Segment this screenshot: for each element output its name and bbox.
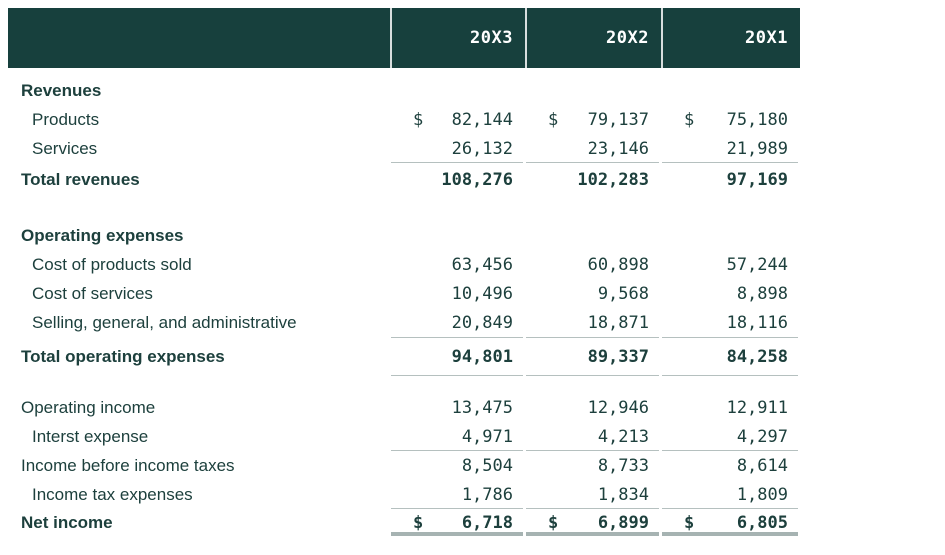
row-label: Operating income — [21, 397, 156, 417]
cell-20x2: 1,834 — [525, 480, 661, 509]
cell-20x1: 21,989 — [661, 134, 800, 163]
cell-20x2: 12,946 — [587, 397, 649, 418]
cell-20x3: 108,276 — [441, 170, 513, 190]
row-label: Operating expenses — [21, 225, 184, 245]
cell-20x1: 97,169 — [726, 170, 788, 190]
cell-20x2: $ 6,899 — [525, 509, 661, 536]
row-label: Net income — [21, 512, 113, 532]
table-row-cost-of-services: Cost of services 10,496 9,568 8,898 — [8, 279, 800, 308]
cell-20x3: 94,801 — [390, 338, 525, 376]
table-row-income-tax-expenses: Income tax expenses 1,786 1,834 1,809 — [8, 480, 800, 509]
cell-20x3: 26,132 — [390, 134, 525, 163]
column-header-20x2: 20X2 — [525, 8, 661, 68]
row-label: Selling, general, and administrative — [32, 313, 297, 332]
cell-20x2: 23,146 — [525, 134, 661, 163]
cell-20x2: 102,283 — [577, 170, 649, 190]
row-label: Cost of services — [32, 283, 153, 303]
row-label: Total operating expenses — [21, 347, 225, 366]
table-row-products: Products $ 82,144 $ 79,137 $ 75,180 — [8, 105, 800, 134]
cell-20x2: 8,733 — [597, 455, 649, 476]
cell-20x1: 8,898 — [736, 283, 788, 304]
cell-20x2: 18,871 — [525, 308, 661, 338]
cell-20x3: 20,849 — [390, 308, 525, 338]
cell-20x3: $ 6,718 — [390, 509, 525, 536]
income-statement-table: 20X3 20X2 20X1 Revenues Products $ 82,14… — [8, 8, 800, 536]
cell-20x3: 8,504 — [461, 455, 513, 476]
column-header-20x3: 20X3 — [390, 8, 525, 68]
cell-20x1: $ 75,180 — [661, 105, 800, 134]
dollar-sign: $ — [684, 109, 695, 130]
table-row-cost-of-products-sold: Cost of products sold 63,456 60,898 57,2… — [8, 250, 800, 279]
dollar-sign: $ — [548, 512, 559, 533]
table-row-services: Services 26,132 23,146 21,989 — [8, 134, 800, 163]
row-label: Products — [32, 109, 100, 129]
cell-20x3: 10,496 — [451, 283, 513, 304]
cell-20x2: 60,898 — [587, 254, 649, 275]
cell-20x1: 8,614 — [736, 455, 788, 476]
cell-value: 6,899 — [597, 512, 649, 533]
cell-20x1: 84,258 — [661, 338, 800, 376]
table-row-selling-general-administrative: Selling, general, and administrative 20,… — [8, 308, 800, 338]
table-row-operating-income: Operating income 13,475 12,946 12,911 — [8, 393, 800, 422]
cell-20x2: 89,337 — [525, 338, 661, 376]
row-label: Services — [32, 138, 98, 158]
dollar-sign: $ — [684, 512, 695, 533]
cell-20x2: $ 79,137 — [525, 105, 661, 134]
cell-20x2: 4,213 — [525, 422, 661, 451]
cell-20x2: 9,568 — [597, 283, 649, 304]
row-label: Income before income taxes — [21, 455, 235, 475]
cell-value: 6,805 — [736, 512, 788, 533]
cell-value: 79,137 — [587, 109, 649, 130]
cell-20x1: 4,297 — [661, 422, 800, 451]
table-row-total-revenues: Total revenues 108,276 102,283 97,169 — [8, 163, 800, 197]
cell-20x1: $ 6,805 — [661, 509, 800, 536]
cell-20x3: 13,475 — [451, 397, 513, 418]
cell-20x1: 57,244 — [726, 254, 788, 275]
cell-20x3: $ 82,144 — [390, 105, 525, 134]
column-header-20x1: 20X1 — [661, 8, 800, 68]
cell-20x1: 1,809 — [661, 480, 800, 509]
section-header-operating-expenses: Operating expenses — [8, 221, 800, 250]
dollar-sign: $ — [413, 109, 424, 130]
table-row-interst-expense: Interst expense 4,971 4,213 4,297 — [8, 422, 800, 451]
cell-20x3: 1,786 — [390, 480, 525, 509]
cell-20x3: 63,456 — [451, 254, 513, 275]
table-row-income-before-income-taxes: Income before income taxes 8,504 8,733 8… — [8, 451, 800, 480]
row-label: Income tax expenses — [32, 484, 193, 504]
row-label: Interst expense — [32, 426, 149, 446]
row-label: Revenues — [21, 80, 102, 100]
cell-20x3: 4,971 — [390, 422, 525, 451]
cell-value: 82,144 — [451, 109, 513, 130]
header-empty-cell — [8, 8, 390, 68]
dollar-sign: $ — [413, 512, 424, 533]
cell-20x1: 18,116 — [661, 308, 800, 338]
cell-value: 75,180 — [726, 109, 788, 130]
row-label: Cost of products sold — [32, 254, 192, 274]
table-row-net-income: Net income $ 6,718 $ 6,899 $ 6,805 — [8, 509, 800, 536]
cell-20x1: 12,911 — [726, 397, 788, 418]
table-row-total-operating-expenses: Total operating expenses 94,801 89,337 8… — [8, 338, 800, 376]
table-header-row: 20X3 20X2 20X1 — [8, 8, 800, 68]
section-header-revenues: Revenues — [8, 76, 800, 105]
cell-value: 6,718 — [461, 512, 513, 533]
row-label: Total revenues — [21, 170, 140, 189]
dollar-sign: $ — [548, 109, 559, 130]
